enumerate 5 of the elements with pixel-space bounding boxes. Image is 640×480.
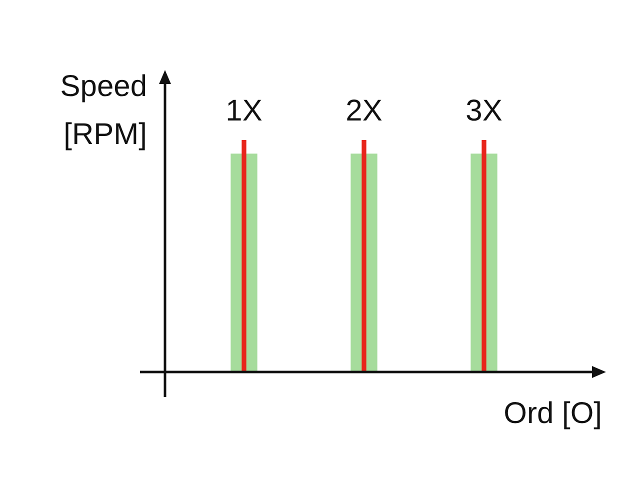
x-tick-label: 1X: [226, 94, 262, 128]
y-axis-title: Speed [RPM]: [60, 70, 147, 151]
x-axis-title: Ord [O]: [504, 397, 602, 430]
x-tick-label: 2X: [346, 94, 382, 128]
x-tick-label: 3X: [466, 94, 502, 128]
